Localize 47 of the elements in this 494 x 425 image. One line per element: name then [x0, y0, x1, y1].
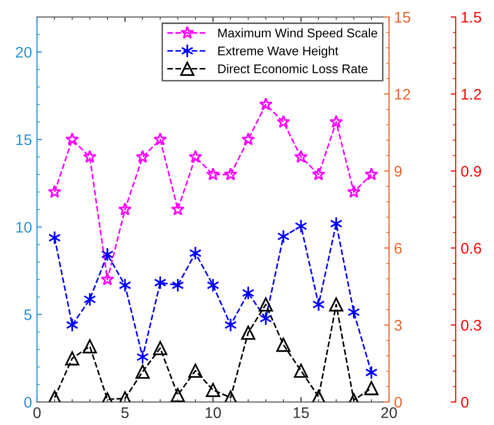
y3-tick-label: 1.5: [462, 12, 482, 23]
y3-tick-label: 0: [461, 396, 468, 408]
point: [312, 167, 326, 180]
x-tick-label: 10: [206, 407, 221, 418]
point: [153, 132, 167, 146]
y2-tick-label: 0: [394, 396, 402, 408]
point: [65, 132, 79, 146]
point: [171, 202, 185, 216]
y-tick-label: 10: [16, 222, 32, 233]
legend-label: Maximum Wind Speed Scale: [218, 28, 378, 40]
y2-tick-label: 15: [395, 12, 410, 23]
point: [206, 278, 220, 292]
point: [294, 150, 308, 163]
point: [48, 184, 62, 198]
y-tick-label: 15: [16, 134, 32, 146]
point: [241, 132, 255, 146]
y2-tick-label: 6: [394, 242, 402, 254]
point: [259, 97, 273, 110]
point: [206, 167, 220, 180]
legend-label: Extreme Wave Height: [218, 46, 338, 58]
y2-tick-label: 9: [394, 166, 402, 177]
y-tick-label: 5: [24, 310, 32, 320]
x-tick-label: 0: [33, 407, 41, 418]
point: [136, 150, 150, 163]
point: [100, 272, 114, 286]
y2-tick-label: 3: [394, 320, 402, 331]
point: [118, 278, 132, 292]
x-tick-label: 5: [121, 407, 129, 418]
point: [224, 167, 238, 180]
y-tick-label: 20: [16, 46, 32, 58]
point: [118, 202, 132, 216]
x-tick-label: 20: [381, 407, 397, 418]
point: [364, 167, 378, 180]
x-tick-label: 15: [294, 407, 309, 418]
legend-label: Direct Economic Loss Rate: [218, 64, 368, 74]
y3-tick-label: 0.6: [461, 242, 482, 254]
point: [294, 219, 308, 234]
y2-tick-label: 12: [395, 88, 410, 100]
point: [329, 114, 343, 128]
point: [347, 184, 361, 198]
point: [276, 114, 290, 128]
y-tick-label: 0: [24, 396, 32, 408]
y3-tick-label: 0.9: [461, 166, 482, 177]
y3-tick-label: 0.3: [461, 320, 482, 331]
point: [188, 150, 202, 163]
y3-tick-label: 1.2: [462, 88, 481, 100]
point: [83, 150, 97, 163]
